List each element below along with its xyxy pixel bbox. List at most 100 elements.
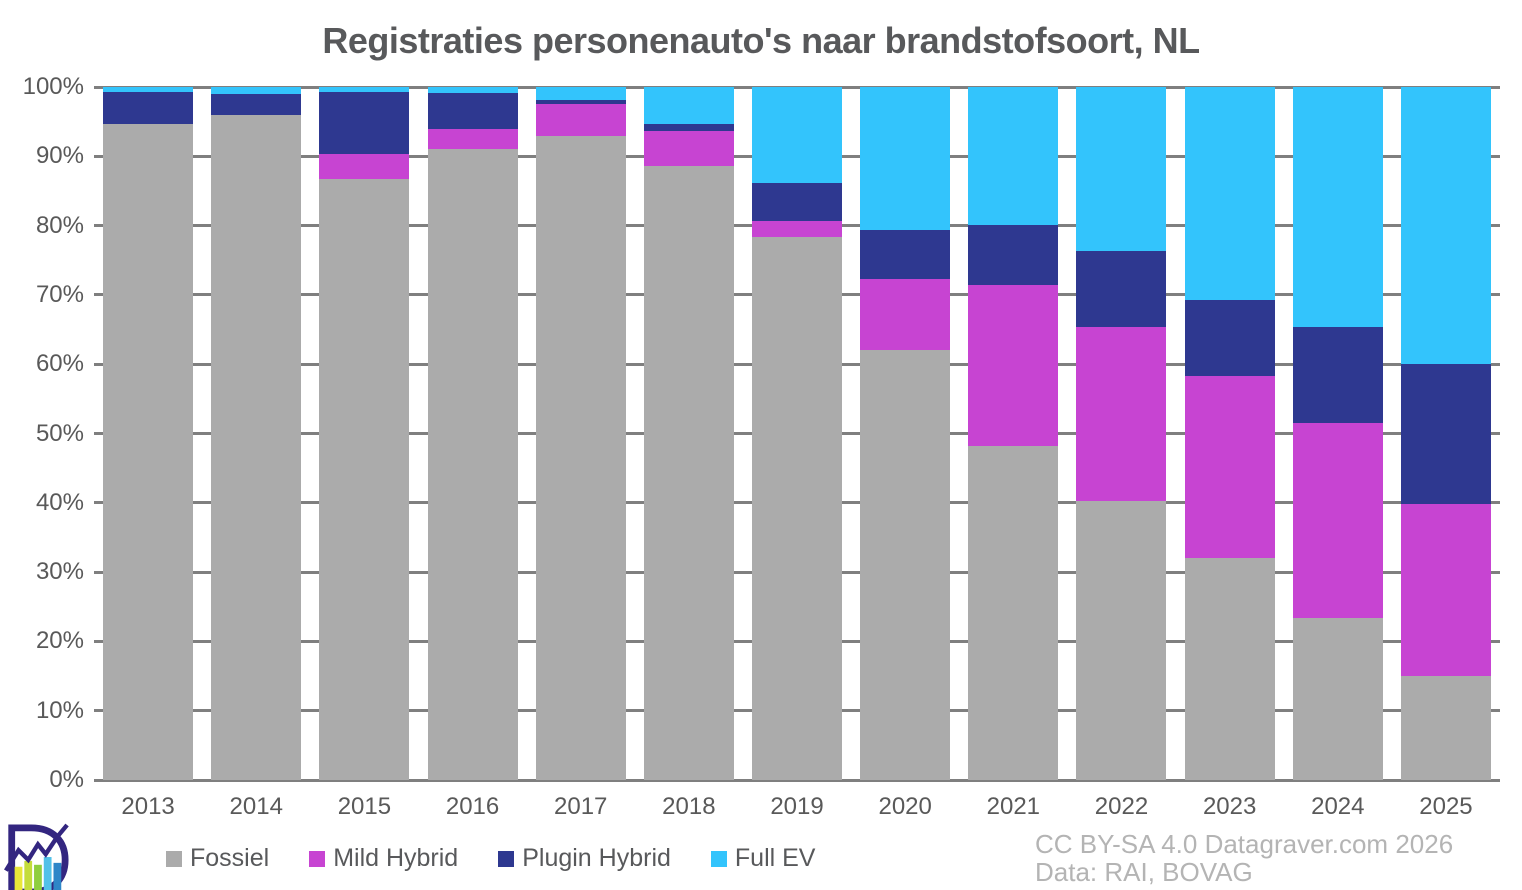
logo-bar: [24, 860, 33, 890]
gridline-100: [94, 85, 1500, 89]
legend-label-mild-hybrid: Mild Hybrid: [333, 844, 459, 872]
segment-plugin-hybrid-2025: [1400, 363, 1491, 505]
segment-plugin-hybrid-2024: [1292, 326, 1383, 424]
y-axis: 0% 10% 20% 30% 40% 50% 60% 70% 80% 90% 100%: [0, 73, 84, 793]
y-axis-label-30: 30%: [35, 558, 84, 586]
logo-bar: [34, 864, 42, 890]
segment-plugin-hybrid-2019: [752, 183, 842, 221]
segment-mild-hybrid-2024: [1292, 423, 1383, 618]
bar-slot-2016: [418, 87, 526, 780]
bar-2018: [643, 87, 734, 780]
segment-full-ev-2019: [752, 87, 842, 184]
bar-2023: [1184, 87, 1275, 780]
segment-plugin-hybrid-2015: [319, 91, 410, 154]
y-axis-label-50: 50%: [35, 419, 84, 447]
segment-mild-hybrid-2019: [752, 220, 842, 237]
segment-fossiel-2023: [1184, 558, 1275, 780]
segment-full-ev-2020: [860, 87, 951, 230]
segment-plugin-hybrid-2017: [535, 100, 626, 105]
y-axis-label-70: 70%: [35, 280, 84, 308]
logo-d-outline: [8, 824, 69, 890]
segment-plugin-hybrid-2013: [103, 91, 194, 124]
y-axis-label-10: 10%: [35, 696, 84, 724]
legend-swatch-fossiel: [166, 850, 182, 867]
chart-title: Registraties personenauto's naar brandst…: [322, 20, 1200, 61]
segment-full-ev-2016: [427, 87, 518, 94]
x-axis-label-2015: 2015: [337, 793, 392, 820]
bar-2022: [1076, 87, 1167, 780]
segment-fossiel-2014: [211, 114, 302, 780]
x-axis-label-2020: 2020: [878, 793, 932, 820]
segment-plugin-hybrid-2014: [211, 93, 302, 115]
bar-2014: [211, 87, 302, 780]
x-axis-label-2018: 2018: [662, 793, 716, 820]
segment-full-ev-2014: [211, 87, 302, 94]
segment-plugin-hybrid-2016: [427, 93, 518, 129]
bar-slot-2024: [1284, 87, 1392, 780]
x-axis-label-2016: 2016: [445, 793, 500, 820]
legend-swatch-plugin-hybrid: [498, 850, 515, 867]
segment-fossiel-2019: [752, 236, 842, 780]
bar-slot-2013: [94, 87, 202, 780]
source-text: Data: RAI, BOVAG: [1035, 857, 1253, 887]
legend-label-full-ev: Full EV: [734, 844, 816, 872]
legend-label-plugin-hybrid: Plugin Hybrid: [522, 844, 671, 872]
segment-fossiel-2025: [1400, 676, 1491, 780]
segment-fossiel-2016: [427, 148, 518, 780]
segment-mild-hybrid-2023: [1184, 376, 1275, 559]
logo-trend-line: [4, 823, 69, 872]
bar-slot-2022: [1067, 87, 1175, 780]
segment-fossiel-2022: [1076, 500, 1167, 780]
x-axis-label-2014: 2014: [229, 793, 283, 820]
y-axis-label-40: 40%: [35, 488, 84, 516]
bar-slot-2023: [1176, 87, 1284, 780]
bar-2016: [427, 87, 518, 780]
segment-full-ev-2025: [1400, 87, 1491, 364]
segment-full-ev-2013: [103, 87, 194, 92]
bar-slot-2021: [959, 87, 1067, 780]
bar-slot-2017: [527, 87, 635, 780]
segment-plugin-hybrid-2020: [860, 229, 951, 279]
license-text: CC BY-SA 4.0 Datagraver.com 2026: [1035, 829, 1454, 859]
segment-plugin-hybrid-2022: [1076, 250, 1167, 328]
logo-bar: [43, 857, 52, 890]
legend-item-fossiel: Fossiel: [166, 844, 269, 873]
legend-label-fossiel: Fossiel: [190, 844, 270, 872]
plot-area: [94, 85, 1500, 782]
segment-mild-hybrid-2015: [319, 153, 410, 180]
bar-2024: [1292, 87, 1383, 780]
attribution: CC BY-SA 4.0 Datagraver.com 2026 Data: R…: [1035, 830, 1453, 886]
x-axis-label-2022: 2022: [1094, 793, 1149, 820]
x-axis-label-2021: 2021: [986, 793, 1041, 820]
legend-swatch-full-ev: [710, 850, 727, 867]
gridline-0: [94, 778, 1500, 782]
segment-full-ev-2018: [643, 87, 734, 125]
bar-slot-2018: [635, 87, 743, 780]
segment-full-ev-2021: [968, 87, 1059, 225]
bar-slot-2014: [202, 87, 310, 780]
bar-2015: [319, 87, 410, 780]
segment-fossiel-2013: [103, 123, 194, 780]
bar-2017: [535, 87, 626, 780]
y-axis-label-0: 0%: [49, 766, 84, 793]
bar-slot-2019: [743, 87, 851, 780]
segment-full-ev-2022: [1076, 87, 1167, 251]
segment-fossiel-2024: [1292, 617, 1383, 780]
y-axis-label-90: 90%: [35, 142, 84, 170]
segment-plugin-hybrid-2021: [968, 224, 1059, 285]
segment-mild-hybrid-2017: [535, 104, 626, 137]
x-axis-label-2013: 2013: [121, 793, 175, 820]
logo-bar: [14, 866, 23, 890]
x-axis-label-2017: 2017: [554, 793, 608, 820]
segment-full-ev-2015: [319, 87, 410, 92]
segment-plugin-hybrid-2023: [1184, 300, 1275, 376]
x-axis-label-2019: 2019: [770, 793, 824, 820]
segment-fossiel-2021: [968, 445, 1059, 780]
logo-bar: [53, 862, 62, 890]
segment-full-ev-2017: [535, 87, 626, 101]
bar-slot-2025: [1392, 87, 1500, 780]
bar-2013: [103, 87, 194, 780]
bar-2025: [1400, 87, 1491, 780]
segment-mild-hybrid-2025: [1400, 504, 1491, 677]
